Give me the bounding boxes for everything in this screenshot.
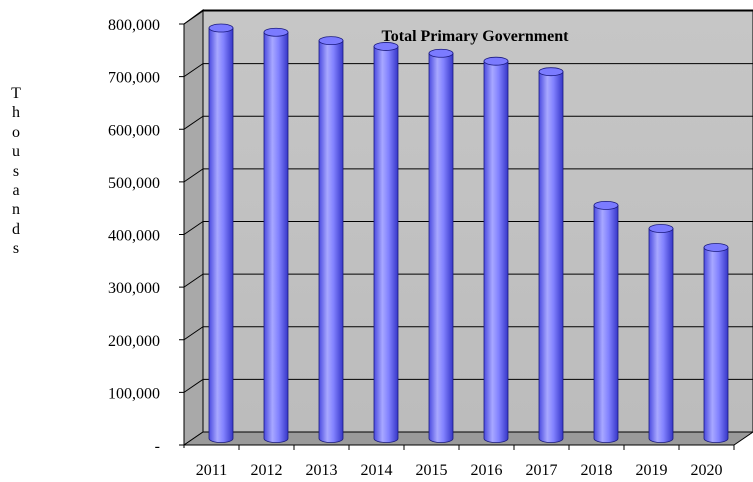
y-axis-ticks: - 100,000 200,000 300,000 400,000 500,000 600,…	[108, 17, 184, 455]
y-axis-label-letter: h	[12, 104, 20, 122]
x-tick-label: 2014	[361, 462, 393, 479]
bar-body	[538, 71, 564, 443]
x-tick-label: 2013	[306, 462, 338, 479]
y-axis-label-letter: d	[12, 220, 20, 238]
bar-top	[318, 36, 344, 46]
y-axis-label-letter: a	[12, 182, 20, 199]
x-tick-label: 2020	[691, 462, 723, 479]
gridline-side	[183, 326, 204, 341]
gridline-side	[183, 63, 204, 78]
bar	[538, 67, 564, 443]
y-axis-label-letter: o	[12, 123, 20, 141]
bar	[318, 36, 344, 443]
y-tick-label: 500,000	[108, 175, 160, 192]
bar	[483, 56, 509, 443]
bar	[208, 23, 234, 443]
bar	[648, 224, 674, 443]
y-axis-label-letter: n	[12, 201, 20, 219]
bar-body	[648, 228, 674, 443]
bar-top	[593, 200, 619, 210]
bar-body	[208, 27, 234, 443]
bar	[593, 200, 619, 443]
bar-body	[703, 247, 729, 443]
bar-top	[208, 23, 234, 33]
x-tick-label: 2019	[636, 462, 668, 479]
bar-top	[263, 27, 289, 37]
bar-body	[483, 60, 509, 443]
x-tick-label: 2011	[196, 462, 227, 479]
bar	[428, 48, 454, 443]
bar-top	[483, 56, 509, 66]
bar	[373, 42, 399, 443]
x-tick-label: 2016	[471, 462, 503, 479]
y-tick-label: 600,000	[108, 122, 160, 139]
bar-body	[373, 46, 399, 443]
gridline-side	[183, 168, 204, 183]
y-tick-label: 400,000	[108, 228, 160, 245]
bar-body	[318, 40, 344, 443]
bar-body	[263, 31, 289, 443]
y-tick-label: 800,000	[108, 17, 160, 34]
gridline-side	[183, 273, 204, 288]
y-axis-label-letter: s	[12, 240, 20, 258]
x-tick-label: 2012	[251, 462, 283, 479]
y-tick-label: 100,000	[108, 385, 160, 402]
x-tick-label: 2017	[526, 462, 558, 479]
x-tick-label: 2018	[581, 462, 613, 479]
bar-top	[428, 48, 454, 58]
y-axis-label-letter: s	[12, 162, 20, 180]
chart-title: Total Primary Government	[382, 28, 570, 45]
bar-top	[373, 42, 399, 51]
x-tick-label: 2015	[416, 462, 448, 479]
gridline-side	[183, 378, 204, 393]
gridline-side	[183, 115, 204, 130]
bar-body	[593, 204, 619, 443]
y-tick-label: 300,000	[108, 280, 160, 297]
y-tick-label: -	[155, 438, 160, 455]
bar-top	[648, 224, 674, 233]
y-axis-label-letter: u	[12, 143, 20, 161]
bar-top	[538, 67, 564, 77]
bar	[703, 243, 729, 443]
bar	[263, 27, 289, 443]
bar-top	[703, 243, 729, 252]
y-tick-label: 200,000	[108, 333, 160, 350]
y-tick-label: 700,000	[108, 70, 160, 87]
x-axis-ticks: 2011 2012 2013 2014 2015 2016 2017 2018 2019 2020	[196, 445, 735, 479]
y-axis-label-letter: T	[11, 85, 21, 102]
gridline-side	[183, 221, 204, 235]
bars	[208, 23, 729, 443]
gridline-side	[183, 10, 204, 25]
bar-body	[428, 52, 454, 443]
